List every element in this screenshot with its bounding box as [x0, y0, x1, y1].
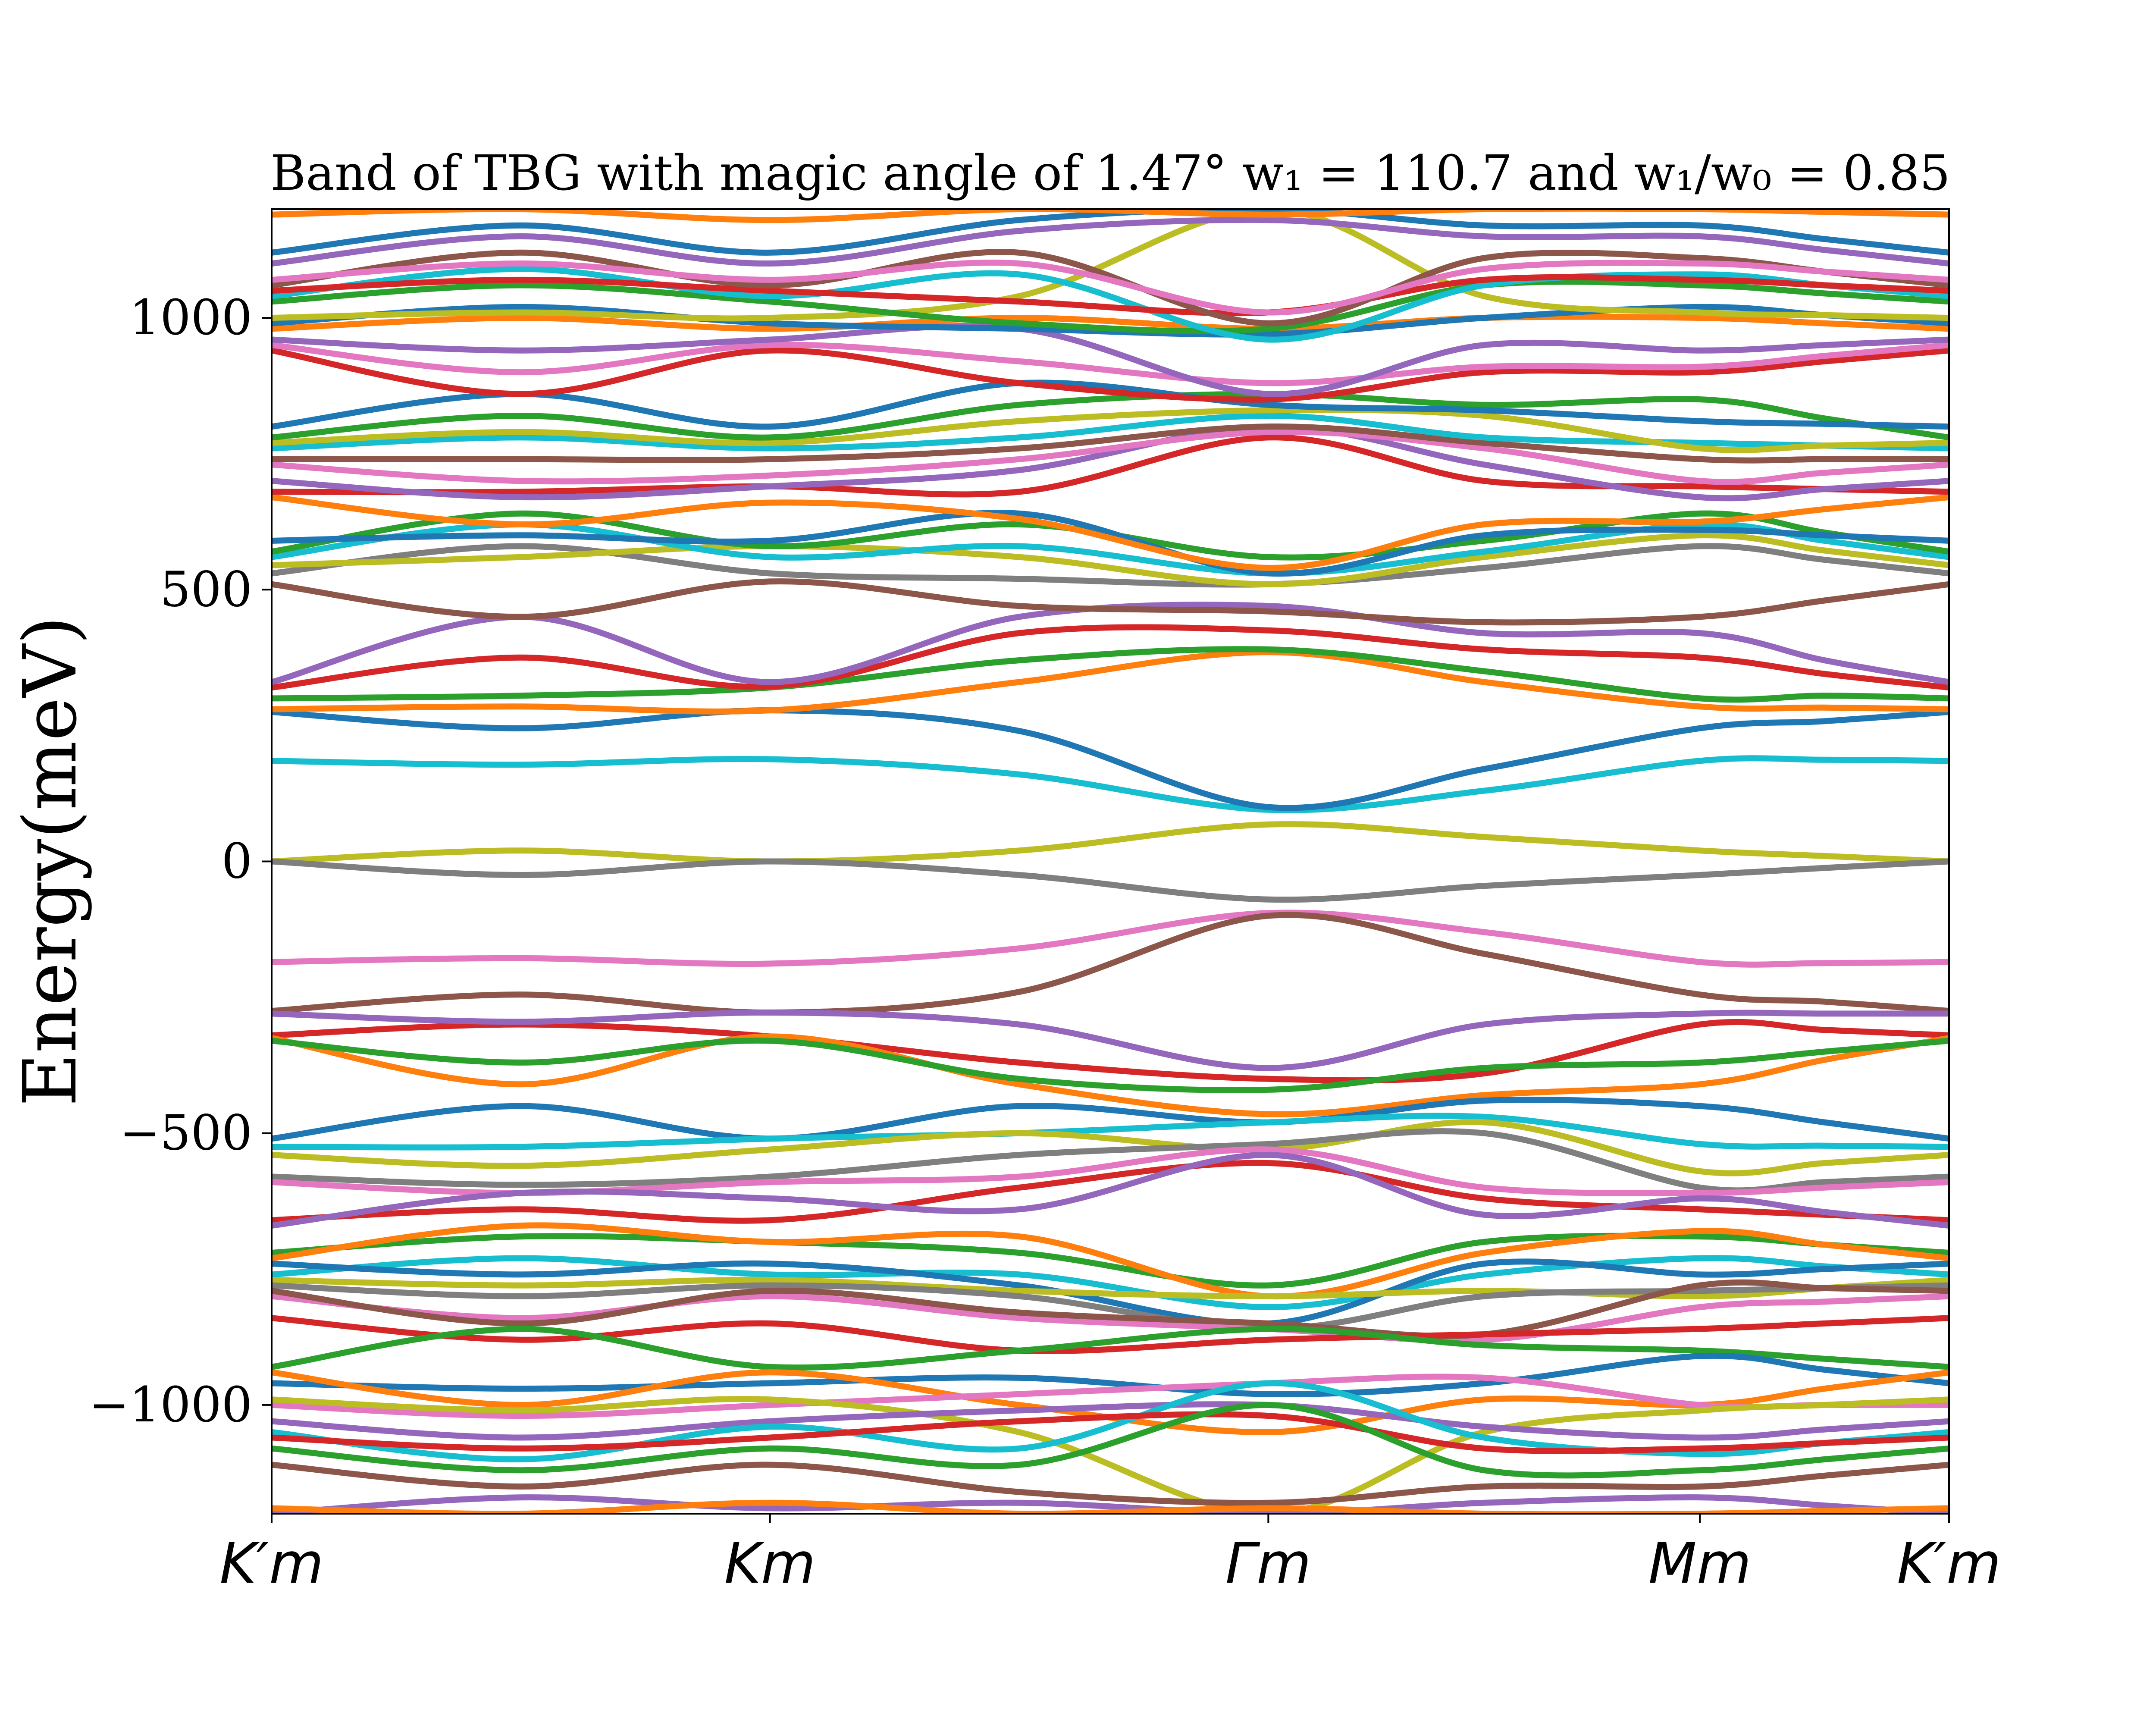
- band-line-26: [272, 1276, 1949, 1299]
- band-line-46: [272, 521, 1949, 577]
- x-tick-label: Mm: [1648, 1531, 1752, 1596]
- band-line-21: [272, 1152, 1949, 1229]
- band-line-5: [272, 707, 1949, 811]
- band-line-64: [272, 279, 1949, 335]
- band-line-8: [272, 646, 1949, 703]
- band-line-23: [272, 1222, 1949, 1300]
- x-tick-label: K′m: [219, 1531, 323, 1596]
- band-line-14: [272, 1009, 1949, 1071]
- band-line-9: [272, 624, 1949, 691]
- band-line-38: [272, 1411, 1949, 1454]
- band-line-2: [272, 858, 1949, 903]
- band-line-16: [272, 1113, 1949, 1151]
- y-tick-label: 1000: [129, 290, 252, 346]
- chart-title: Band of TBG with magic angle of 1.47° w₁…: [270, 145, 1950, 201]
- x-tick-label: Km: [724, 1531, 816, 1596]
- band-line-32: [272, 1352, 1949, 1397]
- band-line-45: [272, 532, 1949, 587]
- band-line-1: [272, 821, 1949, 865]
- y-axis-ticks: −1000 −500 0 500 1000: [89, 290, 272, 1433]
- y-tick-label: 500: [160, 561, 252, 618]
- band-line-66: [272, 274, 1949, 317]
- band-line-4: [272, 910, 1949, 968]
- band-line-36: [272, 1401, 1949, 1441]
- y-tick-label: 0: [222, 834, 252, 890]
- x-tick-label: K′m: [1897, 1531, 2001, 1596]
- band-line-29: [272, 1279, 1949, 1339]
- x-tick-label: Γm: [1225, 1531, 1311, 1596]
- band-line-50: [272, 434, 1949, 498]
- band-line-13: [272, 1037, 1949, 1093]
- band-line-58: [272, 347, 1949, 403]
- band-line-31: [272, 1326, 1949, 1371]
- band-line-68: [272, 259, 1949, 316]
- y-tick-label: −500: [119, 1105, 252, 1161]
- x-axis-ticks: K′m Km Γm Mm K′m: [219, 1514, 2001, 1596]
- band-line-11: [272, 1019, 1949, 1084]
- band-line-44: [272, 543, 1949, 588]
- band-line-6: [272, 912, 1949, 1016]
- band-line-12: [272, 1033, 1949, 1117]
- band-line-60: [272, 323, 1949, 397]
- band-series-group: [272, 209, 1949, 1514]
- band-line-15: [272, 1097, 1949, 1142]
- band-line-63: [272, 209, 1949, 322]
- band-line-69: [272, 216, 1949, 267]
- band-line-40: [272, 1462, 1949, 1506]
- band-line-43: [272, 578, 1949, 626]
- band-line-52: [272, 429, 1949, 485]
- band-line-53: [272, 423, 1949, 464]
- band-line-24: [272, 1255, 1949, 1310]
- band-line-67: [272, 249, 1949, 326]
- band-line-28: [272, 1293, 1949, 1344]
- band-line-30: [272, 1315, 1949, 1354]
- y-tick-label: −1000: [89, 1377, 252, 1433]
- band-line-65: [272, 266, 1949, 343]
- band-line-37: [272, 1380, 1949, 1463]
- band-line-49: [272, 494, 1949, 571]
- band-line-54: [272, 413, 1949, 452]
- band-line-3: [272, 755, 1949, 813]
- band-line-55: [272, 407, 1949, 453]
- y-axis-label: Energy(meV): [8, 616, 93, 1107]
- band-line-7: [272, 649, 1949, 715]
- band-line-39: [272, 1402, 1949, 1479]
- band-line-10: [272, 602, 1949, 685]
- band-line-33: [272, 1369, 1949, 1435]
